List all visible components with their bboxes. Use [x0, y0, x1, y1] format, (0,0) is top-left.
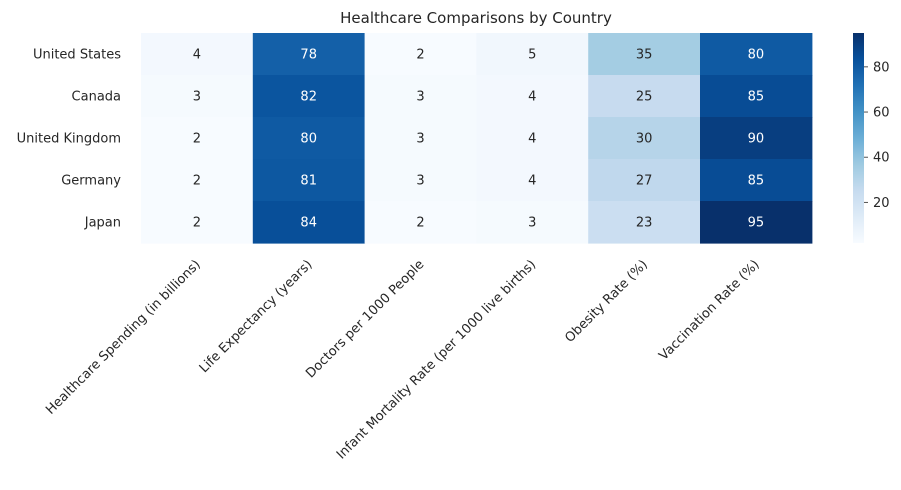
heatmap-cell — [252, 159, 366, 202]
cell-value-label: 4 — [528, 90, 536, 105]
heatmap-cell — [364, 117, 477, 160]
cell-value-label: 4 — [528, 132, 536, 147]
cell-value-label: 95 — [748, 216, 765, 231]
cell-value-label: 2 — [416, 216, 424, 231]
heatmap-cell — [588, 75, 701, 118]
chart-title: Healthcare Comparisons by Country — [340, 9, 612, 27]
heatmap-cell — [476, 33, 589, 76]
row-labels: United States Canada United Kingdom Germany… — [17, 48, 122, 231]
heatmap-cell — [700, 33, 813, 76]
heatmap-cell — [700, 201, 813, 244]
colorbar-tick-label: 20 — [873, 196, 890, 211]
heatmap-cell — [364, 201, 477, 244]
heatmap-cell — [141, 33, 254, 76]
heatmap-cell — [700, 159, 813, 202]
heatmap-cell — [700, 117, 813, 160]
cell-value-label: 84 — [300, 216, 317, 231]
row-label: United Kingdom — [17, 132, 121, 147]
cell-value-label: 85 — [748, 90, 765, 105]
heatmap-cell — [252, 117, 366, 160]
column-label: Obesity Rate (%) — [562, 257, 651, 346]
row-label: Germany — [61, 174, 121, 189]
heatmap-cell — [364, 159, 477, 202]
cell-value-label: 2 — [416, 48, 424, 63]
cell-value-label: 82 — [300, 90, 317, 105]
cell-value-label: 80 — [300, 132, 317, 147]
cell-value-labels: 4 78 2 5 35 803 82 3 4 25 852 80 3 4 30 902 81 3 4 27 852 84 2… — [193, 48, 764, 231]
cell-value-label: 81 — [300, 174, 317, 189]
heatmap-cell — [588, 201, 701, 244]
cell-value-label: 5 — [528, 48, 536, 63]
heatmap-cell — [476, 201, 589, 244]
colorbar-tick-label: 80 — [873, 60, 890, 75]
cell-value-label: 35 — [636, 48, 653, 63]
heatmap-cell — [141, 201, 254, 244]
heatmap-cell — [588, 33, 701, 76]
cell-value-label: 4 — [528, 174, 536, 189]
cell-value-label: 3 — [528, 216, 536, 231]
colorbar-gradient — [853, 33, 864, 243]
cell-value-label: 27 — [636, 174, 653, 189]
column-label: Life Expectancy (years) — [197, 257, 316, 376]
heatmap-cell — [476, 75, 589, 118]
heatmap-cell — [588, 117, 701, 160]
cell-value-label: 3 — [193, 90, 201, 105]
column-label: Doctors per 1000 People — [303, 257, 427, 381]
cell-value-label: 30 — [636, 132, 653, 147]
heatmap-cell — [364, 75, 477, 118]
colorbar: 20 40 60 80 — [853, 33, 890, 243]
column-label: Healthcare Spending (in billions) — [43, 257, 204, 418]
heatmap-cell — [476, 117, 589, 160]
colorbar-tick-label: 40 — [873, 151, 890, 166]
cell-value-label: 25 — [636, 90, 653, 105]
cell-value-label: 80 — [748, 48, 765, 63]
cell-value-label: 23 — [636, 216, 653, 231]
heatmap-cell — [364, 33, 477, 76]
column-label: Vaccination Rate (%) — [656, 257, 762, 363]
cell-value-label: 85 — [748, 174, 765, 189]
cell-value-label: 2 — [193, 216, 201, 231]
heatmap-cell — [588, 159, 701, 202]
heatmap-cells — [141, 33, 813, 244]
column-label: Infant Mortality Rate (per 1000 live bir… — [334, 257, 539, 462]
heatmap-cell — [476, 159, 589, 202]
row-label: Japan — [84, 216, 121, 231]
heatmap-cell — [141, 159, 254, 202]
colorbar-tick-label: 60 — [873, 106, 890, 121]
heatmap-cell — [252, 75, 366, 118]
cell-value-label: 2 — [193, 132, 201, 147]
heatmap-cell — [252, 201, 366, 244]
row-label: Canada — [72, 90, 121, 105]
cell-value-label: 3 — [416, 174, 424, 189]
cell-value-label: 3 — [416, 90, 424, 105]
column-labels: Healthcare Spending (in billions)Life Ex… — [43, 257, 763, 462]
row-label: United States — [33, 48, 121, 63]
heatmap-cell — [141, 75, 254, 118]
heatmap-cell — [141, 117, 254, 160]
cell-value-label: 90 — [748, 132, 765, 147]
cell-value-label: 4 — [193, 48, 201, 63]
cell-value-label: 2 — [193, 174, 201, 189]
heatmap-cell — [252, 33, 366, 76]
cell-value-label: 78 — [300, 48, 317, 63]
heatmap-cell — [700, 75, 813, 118]
cell-value-label: 3 — [416, 132, 424, 147]
